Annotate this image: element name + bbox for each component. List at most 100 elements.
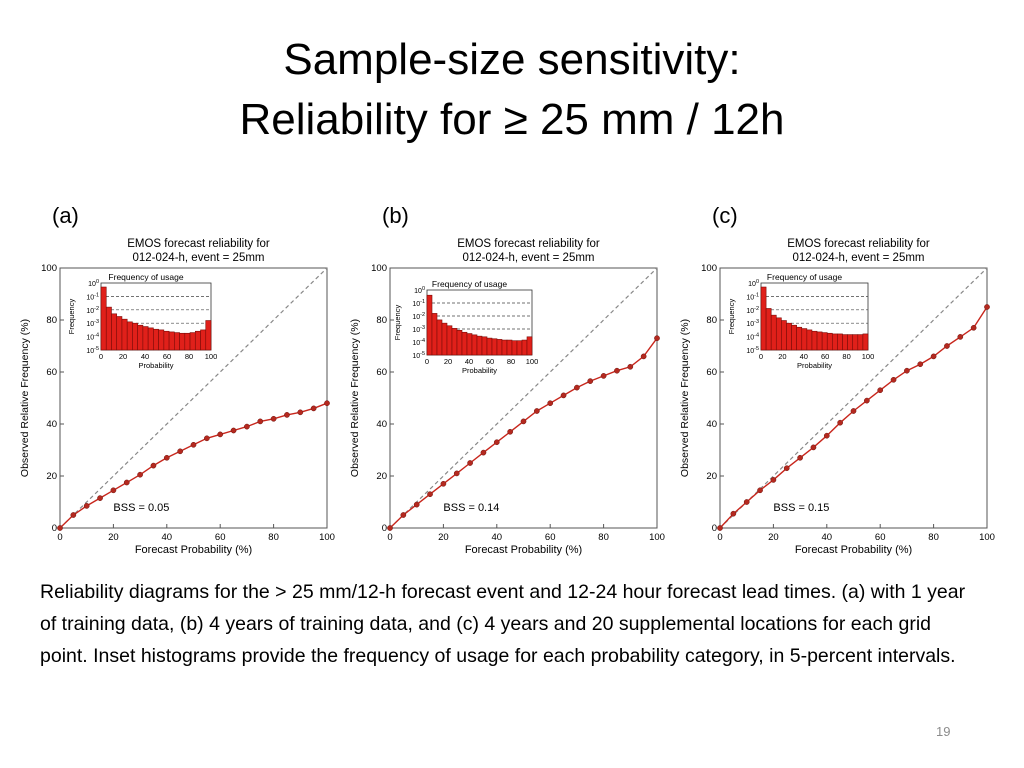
reliability-point: [890, 376, 897, 383]
reliability-point: [284, 412, 290, 418]
x-tick-label: 20: [768, 532, 779, 543]
reliability-point: [587, 378, 594, 384]
x-tick-label: 60: [545, 532, 556, 543]
y-tick-label: 20: [706, 471, 717, 482]
inset-x-tick-label: 100: [862, 352, 875, 361]
inset-x-axis-label: Probability: [797, 361, 832, 370]
inset-x-tick-label: 100: [526, 357, 539, 366]
inset-bar: [132, 322, 138, 351]
reliability-point: [137, 471, 143, 478]
x-tick-label: 0: [387, 532, 392, 543]
x-tick-label: 100: [979, 532, 995, 543]
inset-bar: [811, 330, 818, 351]
inset-bar: [760, 286, 767, 351]
inset-bar: [121, 318, 128, 351]
inset-y-tick-label: 10-5: [86, 346, 99, 355]
inset-bar: [832, 333, 838, 351]
reliability-point: [427, 491, 433, 498]
inset-bar: [826, 332, 833, 351]
bss-label: BSS = 0.05: [113, 502, 169, 514]
y-tick-label: 80: [376, 315, 387, 326]
inset-bar: [775, 317, 782, 351]
y-tick-label: 40: [46, 419, 57, 430]
inset-x-tick-label: 20: [444, 357, 452, 366]
inset-bar: [142, 326, 149, 351]
inset-bar: [781, 320, 787, 351]
inset-bar: [126, 321, 133, 351]
reliability-point: [257, 418, 264, 425]
slide-title-line2: Reliability for ≥ 25 mm / 12h: [239, 95, 785, 144]
inset-bar: [491, 338, 498, 356]
inset-x-tick-label: 40: [141, 352, 149, 361]
reliability-point: [810, 444, 817, 451]
chart-title-line2: 012-024-h, event = 25mm: [792, 252, 924, 264]
x-axis-label: Forecast Probability (%): [135, 544, 252, 556]
inset-x-tick-label: 0: [759, 352, 763, 361]
inset-x-tick-label: 60: [486, 357, 494, 366]
y-axis-label: Observed Relative Frequency (%): [349, 319, 361, 477]
reliability-point: [217, 431, 224, 438]
reliability-point: [730, 510, 737, 517]
reliability-point: [57, 525, 63, 531]
reliability-chart-a: (a) EMOS forecast reliability for 012-024-…: [19, 203, 335, 556]
inset-bar: [506, 339, 513, 356]
x-tick-label: 60: [875, 532, 886, 543]
reliability-point: [547, 400, 554, 407]
y-tick-label: 100: [701, 263, 717, 274]
bss-label: BSS = 0.15: [773, 502, 829, 514]
x-tick-label: 20: [108, 532, 119, 543]
inset-bar: [516, 340, 523, 356]
reliability-point: [310, 405, 317, 412]
y-tick-label: 40: [376, 419, 387, 430]
x-tick-label: 100: [319, 532, 335, 543]
inset-y-tick-label: 10-5: [412, 351, 425, 360]
x-tick-label: 40: [822, 532, 833, 543]
perfect-reliability-diagonal: [389, 267, 658, 529]
x-axis-label: Forecast Probability (%): [465, 544, 582, 556]
reliability-point: [453, 470, 460, 477]
inset-bar: [501, 339, 508, 356]
reliability-point: [123, 479, 130, 486]
usage-histogram-inset: Frequency of usage 100 10-1 10-2 10-3 10-4 10-…: [67, 272, 217, 370]
inset-bar: [137, 324, 144, 351]
inset-y-tick-label: 10-1: [412, 299, 425, 308]
y-tick-label: 0: [382, 523, 387, 534]
reliability-point: [743, 499, 750, 505]
reliability-point: [837, 419, 843, 426]
inset-x-tick-label: 40: [800, 352, 808, 361]
y-tick-label: 40: [706, 419, 717, 430]
inset-bar: [147, 327, 154, 351]
reliability-point: [823, 432, 830, 439]
inset-bar: [111, 313, 118, 351]
reliability-point: [970, 324, 977, 331]
reliability-point: [400, 512, 407, 518]
chart-title-line1: EMOS forecast reliability for: [127, 238, 270, 250]
inset-bar: [521, 339, 528, 356]
inset-bar: [461, 331, 468, 356]
reliability-point: [150, 462, 157, 469]
reliability-curve: [59, 402, 328, 529]
reliability-curve: [389, 337, 658, 529]
inset-x-tick-label: 80: [185, 352, 193, 361]
chart-title-line2: 012-024-h, event = 25mm: [462, 252, 594, 264]
inset-bar: [471, 334, 478, 356]
y-tick-label: 60: [376, 367, 387, 378]
inset-x-tick-label: 0: [99, 352, 103, 361]
inset-x-tick-label: 100: [205, 352, 218, 361]
reliability-point: [83, 503, 90, 509]
reliability-point: [783, 465, 790, 472]
inset-y-axis-label: Frequency: [67, 299, 76, 335]
inset-bar: [100, 286, 107, 351]
inset-bar: [847, 334, 854, 351]
inset-y-tick-label: 10-2: [746, 306, 759, 315]
inset-bar: [105, 306, 112, 351]
reliability-point: [917, 361, 924, 368]
reliability-point: [957, 334, 964, 340]
inset-bar: [816, 331, 823, 351]
x-axis-label: Forecast Probability (%): [795, 544, 912, 556]
usage-histogram-inset: Frequency of usage 100 10-1 10-2 10-3 10-4 10-…: [727, 272, 874, 370]
inset-bar: [862, 333, 869, 351]
inset-y-tick-label: 10-4: [746, 333, 759, 342]
y-tick-label: 100: [371, 263, 387, 274]
inset-y-tick-label: 10-5: [746, 346, 759, 355]
